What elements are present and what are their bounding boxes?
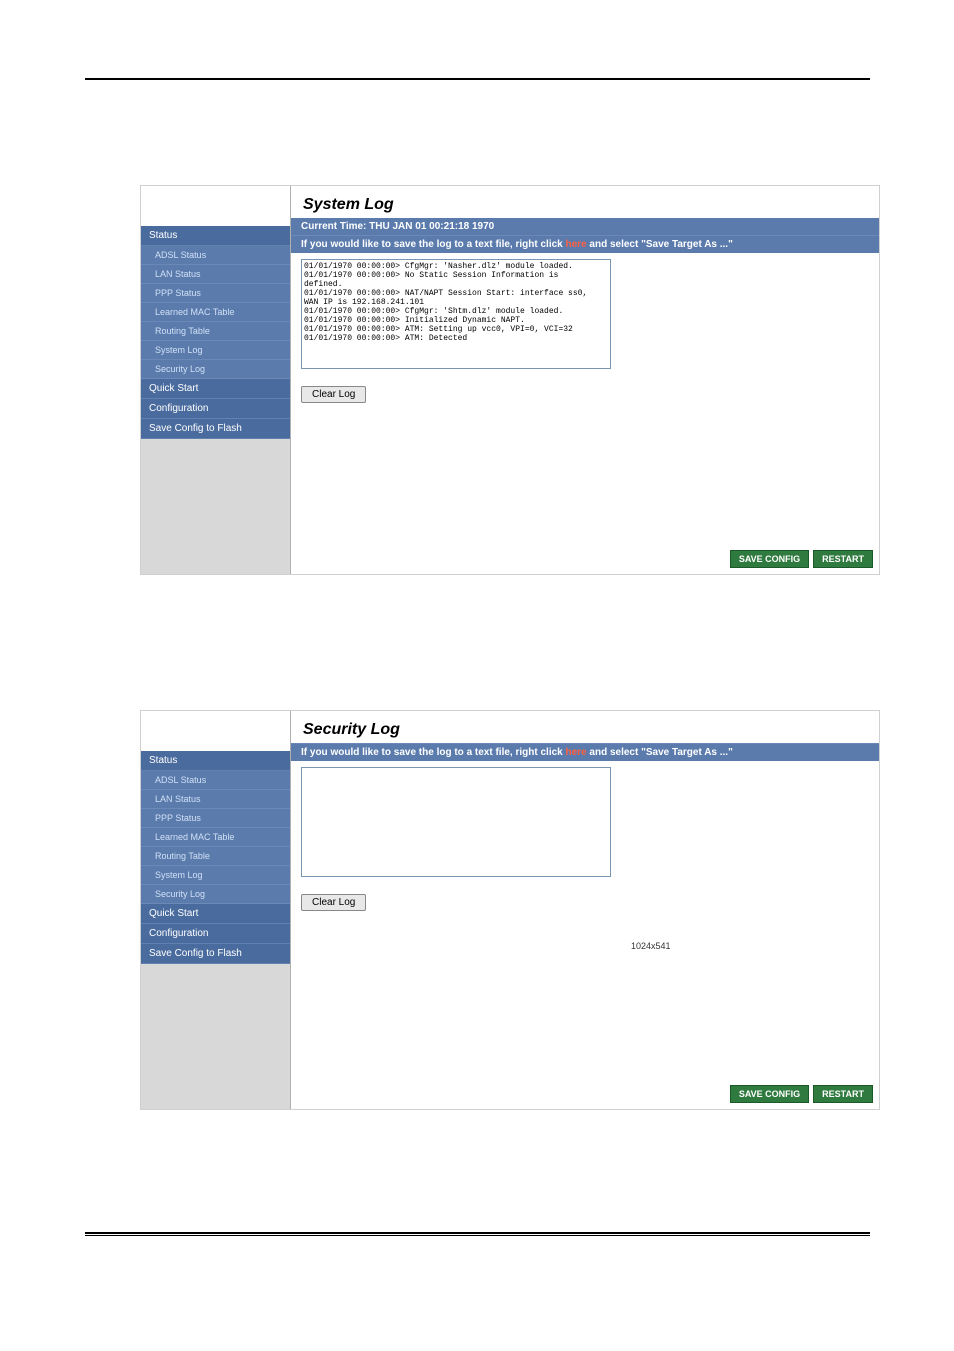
sidebar-item-learned-mac-2[interactable]: Learned MAC Table (141, 828, 290, 847)
log-box-wrap-2 (291, 761, 879, 888)
sidebar-item-ppp-status-2[interactable]: PPP Status (141, 809, 290, 828)
nav-header-status-2[interactable]: Status (141, 751, 290, 771)
nav-header-status[interactable]: Status (141, 226, 290, 246)
footer-buttons-2: SAVE CONFIG RESTART (730, 1085, 873, 1103)
log-textarea-syslog[interactable] (301, 259, 611, 369)
panel-current-time: Current Time: THU JAN 01 00:21:18 1970 (291, 218, 879, 235)
save-config-button-2[interactable]: SAVE CONFIG (730, 1085, 809, 1103)
sidebar-item-learned-mac[interactable]: Learned MAC Table (141, 303, 290, 322)
save-hint-post: and select "Save Target As ..." (587, 239, 733, 250)
sidebar-item-system-log-2[interactable]: System Log (141, 866, 290, 885)
save-config-button[interactable]: SAVE CONFIG (730, 550, 809, 568)
clear-log-button[interactable]: Clear Log (301, 386, 366, 403)
dimensions-label: 1024x541 (631, 941, 671, 951)
save-hint-syslog: If you would like to save the log to a t… (291, 235, 879, 253)
sidebar-item-routing-table-2[interactable]: Routing Table (141, 847, 290, 866)
save-hint-post-2: and select "Save Target As ..." (587, 747, 733, 758)
clear-log-button-2[interactable]: Clear Log (301, 894, 366, 911)
nav-header-quick-start-2[interactable]: Quick Start (141, 904, 290, 924)
nav-header-save-config-2[interactable]: Save Config to Flash (141, 944, 290, 964)
screenshot-security-log: Status ADSL Status LAN Status PPP Status… (140, 710, 880, 1110)
footer-buttons: SAVE CONFIG RESTART (730, 550, 873, 568)
log-textarea-seclog[interactable] (301, 767, 611, 877)
nav-header-save-config[interactable]: Save Config to Flash (141, 419, 290, 439)
panel-title-syslog: System Log (291, 186, 879, 218)
sidebar-item-system-log[interactable]: System Log (141, 341, 290, 360)
sidebar-item-routing-table[interactable]: Routing Table (141, 322, 290, 341)
restart-button[interactable]: RESTART (813, 550, 873, 568)
sidebar-2: Status ADSL Status LAN Status PPP Status… (141, 711, 291, 1109)
restart-button-2[interactable]: RESTART (813, 1085, 873, 1103)
here-link-2[interactable]: here (566, 747, 587, 758)
panel-title-seclog: Security Log (291, 711, 879, 743)
nav-header-configuration[interactable]: Configuration (141, 399, 290, 419)
sidebar-item-security-log[interactable]: Security Log (141, 360, 290, 379)
sidebar-blank (141, 186, 290, 226)
screenshot-system-log: Status ADSL Status LAN Status PPP Status… (140, 185, 880, 575)
sidebar: Status ADSL Status LAN Status PPP Status… (141, 186, 291, 574)
save-hint-pre: If you would like to save the log to a t… (301, 239, 566, 250)
sidebar-blank-2 (141, 711, 290, 751)
main-panel-seclog: Security Log If you would like to save t… (291, 711, 879, 1109)
page-bottom-rule (85, 1232, 870, 1234)
page-top-rule (85, 78, 870, 80)
sidebar-item-adsl-status-2[interactable]: ADSL Status (141, 771, 290, 790)
nav-header-quick-start[interactable]: Quick Start (141, 379, 290, 399)
sidebar-item-lan-status[interactable]: LAN Status (141, 265, 290, 284)
save-hint-pre-2: If you would like to save the log to a t… (301, 747, 566, 758)
page-bottom-rule-2 (85, 1235, 870, 1236)
sidebar-item-security-log-2[interactable]: Security Log (141, 885, 290, 904)
save-hint-seclog: If you would like to save the log to a t… (291, 743, 879, 761)
sidebar-item-ppp-status[interactable]: PPP Status (141, 284, 290, 303)
sidebar-item-lan-status-2[interactable]: LAN Status (141, 790, 290, 809)
main-panel-syslog: System Log Current Time: THU JAN 01 00:2… (291, 186, 879, 574)
log-box-wrap (291, 253, 879, 380)
here-link[interactable]: here (566, 239, 587, 250)
nav-header-configuration-2[interactable]: Configuration (141, 924, 290, 944)
sidebar-item-adsl-status[interactable]: ADSL Status (141, 246, 290, 265)
